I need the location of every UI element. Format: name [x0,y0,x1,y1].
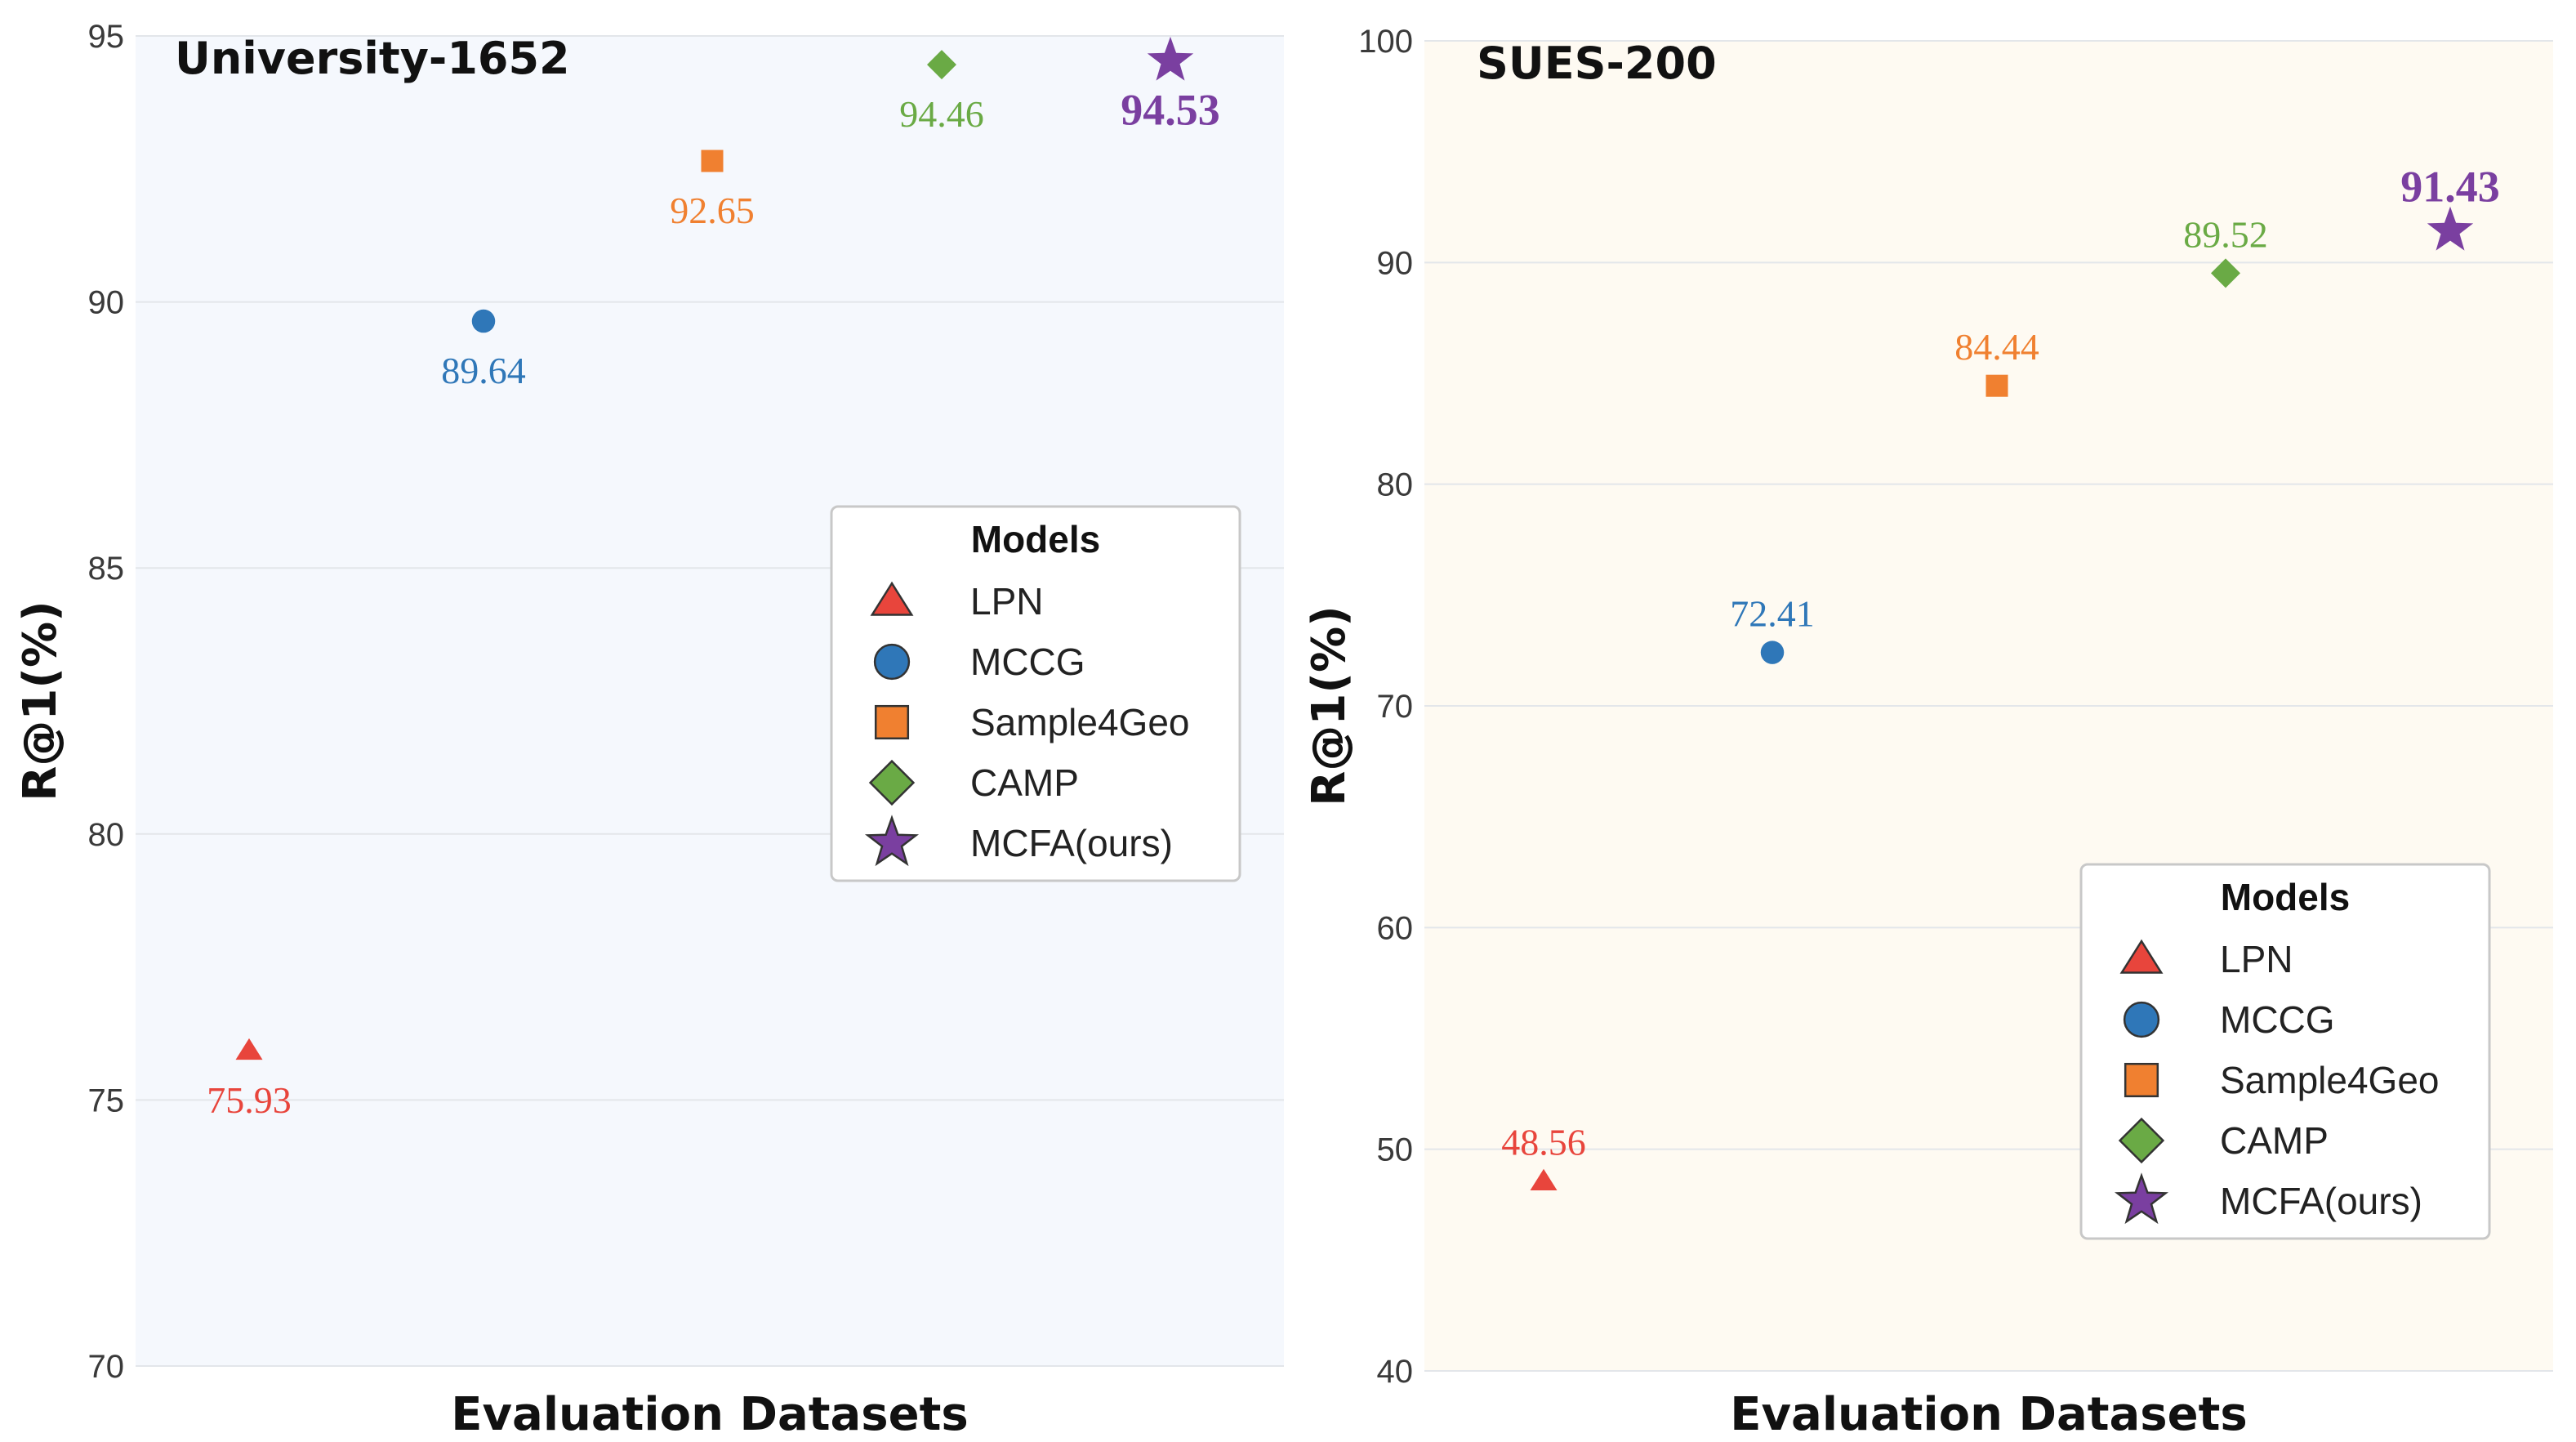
data-label: 94.46 [899,93,984,135]
data-label: 92.65 [670,190,755,231]
legend-marker-circle [2123,1001,2160,1038]
legend-entry-label: MCFA(ours) [2220,1180,2422,1222]
data-point-diamond [927,50,956,80]
y-tick-label: 40 [1377,1354,1414,1390]
panel-title: University-1652 [175,33,570,84]
y-tick-label: 90 [88,285,125,321]
legend-entry-label: CAMP [970,761,1079,804]
legend-marker-triangle [870,581,914,616]
y-tick-label: 75 [88,1083,125,1118]
data-label: 94.53 [1121,86,1220,135]
data-point-triangle [235,1038,263,1060]
data-label: 48.56 [1501,1122,1586,1163]
panel-title: SUES-200 [1477,38,1717,89]
legend-marker-diamond [868,759,916,806]
data-point-star [1147,36,1194,81]
data-label: 91.43 [2400,163,2500,212]
legend-title: Models [971,518,1100,560]
legend-marker-diamond [2118,1117,2165,1164]
legend-entry-label: MCCG [970,641,1085,683]
legend-marker-square [874,704,910,740]
legend-box [2079,863,2491,1240]
x-axis-label: Evaluation Datasets [451,1388,968,1441]
legend-title: Models [2221,876,2350,918]
legend-entry-label: Sample4Geo [2220,1059,2440,1101]
data-label: 89.52 [2183,213,2268,255]
legend-marker-triangle [2119,939,2164,974]
y-tick-label: 85 [88,551,125,587]
y-tick-label: 70 [1377,689,1414,725]
legend-marker-star [2114,1172,2169,1225]
y-tick-label: 95 [88,19,125,55]
chart-panel-1: 70 75 80 85 90 95 R@1(%) Evaluation Datasets Uni… [14,19,1284,1441]
y-axis-label: R@1(%) [1303,605,1356,806]
y-tick-label: 70 [88,1349,125,1385]
y-tick-label: 90 [1377,245,1414,281]
legend-marker-square [2124,1062,2159,1098]
data-point-diamond [2211,258,2240,288]
y-axis-label: R@1(%) [14,600,67,801]
y-tick-label: 50 [1377,1132,1414,1168]
legend-entry-label: LPN [2220,938,2293,980]
y-tick-label: 60 [1377,910,1414,946]
data-label: 84.44 [1954,326,2039,368]
legend: Models LPN MCCG Sample4Geo CAMP MCFA(ours) [830,505,1241,882]
legend-box [830,505,1241,882]
data-point-triangle [1530,1168,1558,1190]
y-tick-label: 80 [1377,467,1414,503]
legend-entry-label: MCFA(ours) [970,822,1173,864]
data-point-square [1985,374,2008,397]
data-label: 72.41 [1730,593,1815,635]
legend-marker-star [864,815,920,867]
legend: Models LPN MCCG Sample4Geo CAMP MCFA(ours) [2079,863,2491,1240]
legend-entry-label: MCCG [2220,998,2335,1041]
y-tick-label: 80 [88,817,125,853]
data-point-star [2427,206,2474,251]
chart-panel-2: 40 50 60 70 80 90 100 R@1(%) Evaluation Datasets… [1303,24,2553,1441]
legend-entry-label: CAMP [2220,1119,2329,1162]
data-point-circle [1760,641,1785,664]
y-tick-label: 100 [1358,24,1413,60]
data-point-square [701,150,724,172]
data-label: 89.64 [441,350,526,391]
data-label: 75.93 [207,1079,292,1121]
x-axis-label: Evaluation Datasets [1730,1388,2247,1441]
data-point-circle [471,309,496,333]
legend-entry-label: LPN [970,580,1043,623]
legend-entry-label: Sample4Geo [970,701,1190,743]
legend-marker-circle [873,643,911,681]
